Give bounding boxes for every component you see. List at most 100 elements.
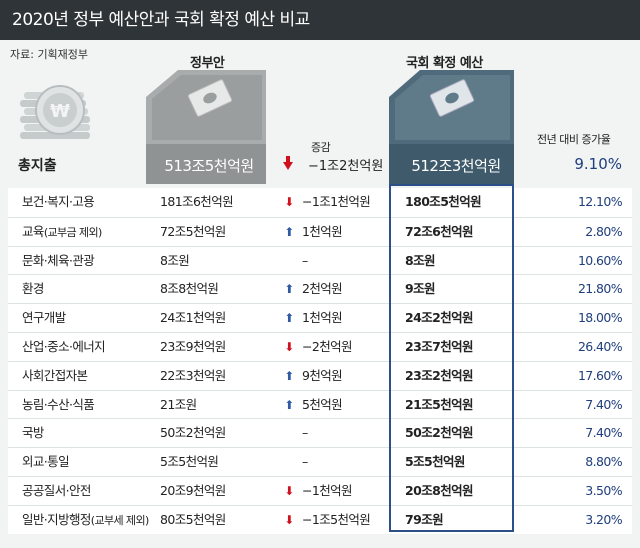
banknote-icon bbox=[429, 79, 475, 117]
row-government-value: 8조원 bbox=[160, 252, 190, 268]
row-change-value: ⬇ −1조5천억원 bbox=[282, 506, 371, 535]
row-category: 농림·수산·식품 bbox=[22, 391, 95, 421]
change-text: −2천억원 bbox=[302, 339, 353, 354]
change-text: 5천억원 bbox=[302, 396, 343, 412]
row-growth-rate: 8.80% bbox=[585, 454, 622, 470]
up-arrow-icon: ⬆ bbox=[284, 368, 294, 383]
row-government-value: 8조8천억원 bbox=[160, 281, 219, 297]
banknote-icon bbox=[187, 79, 233, 117]
row-growth-rate: 7.40% bbox=[585, 425, 622, 441]
row-change-value: ⬇ −1천억원 bbox=[282, 477, 352, 506]
row-category: 문화·체육·관광 bbox=[22, 247, 95, 277]
down-arrow-icon: ⬇ bbox=[284, 340, 294, 354]
row-national-assembly-value: 5조5천억원 bbox=[405, 454, 465, 470]
change-text: 9천억원 bbox=[302, 367, 343, 383]
table-row: 연구개발 24조1천억원 ⬆ 1천억원 24조2천억원 18.00% bbox=[8, 303, 632, 332]
row-category: 보건·복지·고용 bbox=[22, 188, 95, 218]
category-label: 사회간접자본 bbox=[22, 367, 88, 383]
row-growth-rate: 3.20% bbox=[585, 511, 622, 527]
row-national-assembly-value: 21조5천억원 bbox=[405, 396, 474, 412]
row-growth-rate: 2.80% bbox=[585, 223, 622, 239]
table-row: 교육(교부금 제외) 72조5천억원 ⬆ 1천억원 72조6천억원 2.80% bbox=[8, 216, 632, 248]
header-growth-rate: 전년 대비 증가율 bbox=[537, 133, 611, 146]
won-coin-stack-icon: ₩ bbox=[20, 85, 90, 139]
row-change-value: ⬆ 2천억원 bbox=[282, 275, 342, 304]
no-change-dash: – bbox=[302, 252, 308, 268]
up-arrow-icon: ⬆ bbox=[284, 224, 294, 239]
row-change-value: – bbox=[282, 247, 308, 276]
category-label: 문화·체육·관광 bbox=[22, 252, 95, 268]
table-row: 환경 8조8천억원 ⬆ 2천억원 9조원 21.80% bbox=[8, 274, 632, 303]
row-category: 외교·통일 bbox=[22, 448, 70, 478]
change-text: −1조1천억원 bbox=[302, 194, 371, 209]
row-government-value: 5조5천억원 bbox=[160, 454, 219, 470]
row-change-value: ⬇ −1조1천억원 bbox=[282, 188, 371, 217]
row-growth-rate: 26.40% bbox=[577, 339, 623, 354]
row-change-value: ⬆ 9천억원 bbox=[282, 362, 342, 391]
row-category: 사회간접자본 bbox=[22, 362, 88, 392]
category-label: 환경 bbox=[22, 281, 44, 297]
table-row: 일반·지방행정(교부세 제외) 80조5천억원 ⬇ −1조5천억원 79조원 3.20% bbox=[8, 504, 632, 536]
row-growth-rate: 18.00% bbox=[577, 310, 623, 326]
row-government-value: 24조1천억원 bbox=[160, 310, 226, 326]
source-note: 자료: 기획재정부 bbox=[10, 48, 89, 61]
row-government-value: 181조6천억원 bbox=[160, 194, 234, 209]
header-national-assembly: 국회 확정 예산 bbox=[406, 56, 483, 71]
change-text: 2천억원 bbox=[302, 281, 343, 297]
row-growth-rate: 12.10% bbox=[577, 194, 623, 209]
category-label: 연구개발 bbox=[22, 310, 66, 326]
row-government-value: 72조5천억원 bbox=[160, 223, 226, 239]
table-row: 국방 50조2천억원 – 50조2천억원 7.40% bbox=[8, 418, 632, 447]
row-growth-rate: 7.40% bbox=[585, 396, 622, 412]
table-row: 공공질서·안전 20조9천억원 ⬇ −1천억원 20조8천억원 3.50% bbox=[8, 476, 632, 505]
down-arrow-icon: ⬇ bbox=[284, 195, 294, 209]
table-row: 문화·체육·관광 8조원 – 8조원 10.60% bbox=[8, 245, 632, 277]
row-category: 공공질서·안전 bbox=[22, 477, 91, 507]
row-national-assembly-value: 24조2천억원 bbox=[405, 310, 474, 326]
category-label: 일반·지방행정 bbox=[22, 511, 91, 527]
row-change-value: ⬆ 1천억원 bbox=[282, 304, 342, 333]
row-growth-rate: 21.80% bbox=[577, 281, 623, 297]
header-government: 정부안 bbox=[190, 56, 225, 71]
svg-text:₩: ₩ bbox=[50, 101, 70, 122]
row-government-value: 50조2천억원 bbox=[160, 425, 226, 441]
row-government-value: 23조9천억원 bbox=[160, 339, 226, 354]
category-note: (교부세 제외) bbox=[90, 513, 149, 527]
row-national-assembly-value: 8조원 bbox=[405, 252, 436, 268]
up-arrow-icon: ⬆ bbox=[284, 397, 294, 412]
row-category: 산업·중소·에너지 bbox=[22, 333, 106, 363]
row-change-value: – bbox=[282, 448, 308, 477]
row-growth-rate: 3.50% bbox=[585, 483, 622, 498]
up-arrow-icon: ⬆ bbox=[284, 282, 294, 297]
change-text: −1천억원 bbox=[302, 483, 353, 498]
category-label: 외교·통일 bbox=[22, 454, 70, 470]
row-category: 일반·지방행정(교부세 제외) bbox=[22, 506, 149, 536]
header-change: 증감 bbox=[311, 141, 331, 154]
table-row: 보건·복지·고용 181조6천억원 ⬇ −1조1천억원 180조5천억원 12.10% bbox=[8, 188, 632, 217]
down-arrow-icon: ⬇ bbox=[284, 512, 294, 527]
row-category: 교육(교부금 제외) bbox=[22, 218, 102, 248]
row-national-assembly-value: 50조2천억원 bbox=[405, 425, 474, 441]
row-national-assembly-value: 23조2천억원 bbox=[405, 367, 474, 383]
row-change-value: ⬇ −2천억원 bbox=[282, 333, 352, 362]
government-budget-block bbox=[146, 70, 266, 184]
row-category: 환경 bbox=[22, 275, 44, 305]
change-text: −1조5천억원 bbox=[302, 511, 371, 527]
row-government-value: 80조5천억원 bbox=[160, 511, 226, 527]
table-row: 농림·수산·식품 21조원 ⬆ 5천억원 21조5천억원 7.40% bbox=[8, 389, 632, 421]
table-row: 사회간접자본 22조3천억원 ⬆ 9천억원 23조2천억원 17.60% bbox=[8, 360, 632, 392]
row-change-value: ⬆ 1천억원 bbox=[282, 218, 342, 247]
no-change-dash: – bbox=[302, 425, 308, 441]
category-label: 국방 bbox=[22, 425, 44, 441]
change-text: 1천억원 bbox=[302, 310, 343, 326]
row-growth-rate: 17.60% bbox=[577, 367, 623, 383]
row-growth-rate: 10.60% bbox=[577, 252, 623, 268]
row-change-value: – bbox=[282, 419, 308, 448]
total-growth-rate: 9.10% bbox=[574, 155, 622, 173]
row-government-value: 21조원 bbox=[160, 396, 197, 412]
row-national-assembly-value: 23조7천억원 bbox=[405, 339, 474, 354]
category-note: (교부금 제외) bbox=[43, 225, 102, 239]
national-assembly-highlight bbox=[389, 184, 514, 532]
total-label: 총지출 bbox=[18, 158, 57, 174]
